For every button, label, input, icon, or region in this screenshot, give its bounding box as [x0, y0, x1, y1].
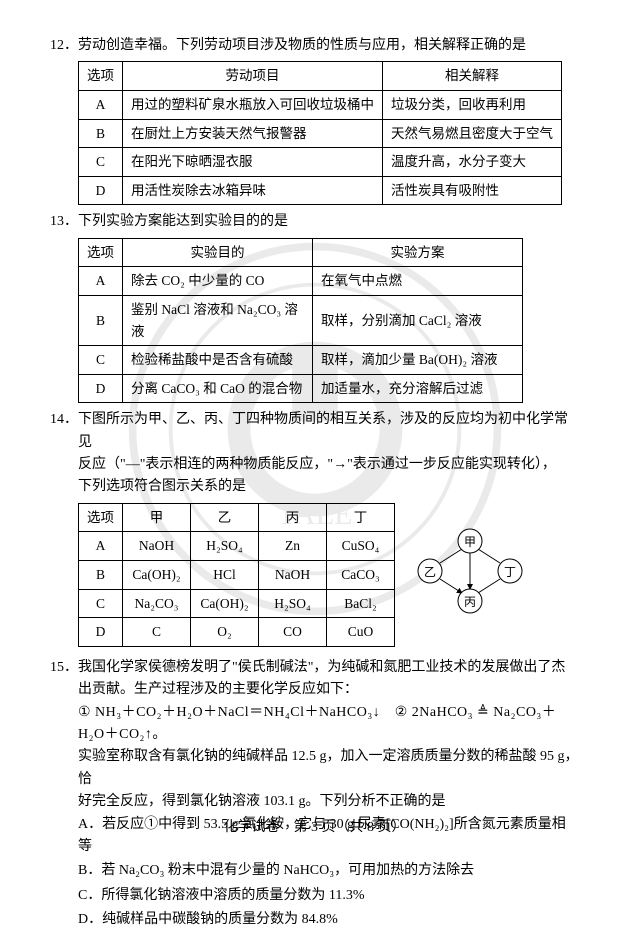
table-row: 加适量水，充分溶解后过滤 [313, 374, 523, 403]
table-row: NaOH [123, 532, 191, 561]
q15-text2b: 好完全反应，得到氯化钠溶液 103.1 g。下列分析不正确的是 [78, 791, 579, 813]
table-row: 在氧气中点燃 [313, 267, 523, 296]
question-14: 14． 下图所示为甲、乙、丙、丁四种物质间的相互关系，涉及的反应均为初中化学常见… [50, 409, 579, 651]
table-row: C [79, 346, 123, 375]
table-row: 用过的塑料矿泉水瓶放入可回收垃圾桶中 [123, 90, 383, 119]
table-row: 检验稀盐酸中是否含有硫酸 [123, 346, 313, 375]
table-row: CO [259, 618, 327, 647]
table-row: B [79, 119, 123, 148]
node-left: 乙 [424, 565, 436, 579]
q12-h1: 劳动项目 [123, 62, 383, 91]
node-right: 丁 [504, 565, 516, 579]
table-row: 鉴别 NaCl 溶液和 Na₂CO₃ 溶液 [123, 295, 313, 345]
q14-diagram: 甲 乙 丁 丙 [415, 521, 525, 629]
q15-number: 15． [50, 657, 78, 679]
q13-h2: 实验方案 [313, 238, 523, 267]
table-row: 除去 CO₂ 中少量的 CO [123, 267, 313, 296]
table-row: A [79, 267, 123, 296]
q14-text3: 下列选项符合图示关系的是 [78, 476, 579, 498]
table-row: Ca(OH)₂ [191, 589, 259, 618]
q13-text: 下列实验方案能达到实验目的的是 [78, 211, 579, 233]
table-row: 活性炭具有吸附性 [383, 176, 562, 205]
q12-text: 劳动创造幸福。下列劳动项目涉及物质的性质与应用，相关解释正确的是 [78, 35, 579, 57]
table-row: Zn [259, 532, 327, 561]
table-row: D [79, 176, 123, 205]
table-row: 在阳光下晾晒湿衣服 [123, 148, 383, 177]
table-row: D [79, 374, 123, 403]
q13-number: 13． [50, 211, 78, 233]
table-row: BaCl₂ [327, 589, 395, 618]
q14-number: 14． [50, 409, 78, 454]
table-row: B [79, 295, 123, 345]
node-top: 甲 [464, 535, 476, 549]
table-row: 天然气易燃且密度大于空气 [383, 119, 562, 148]
table-row: CuSO₄ [327, 532, 395, 561]
q14-h4: 丁 [327, 503, 395, 532]
q15-text1a: 我国化学家侯德榜发明了"侯氏制碱法"，为纯碱和氮肥工业技术的发展做出了杰 [78, 657, 579, 679]
table-row: O₂ [191, 618, 259, 647]
table-row: C [123, 618, 191, 647]
option-c: C．所得氯化钠溶液中溶质的质量分数为 11.3% [78, 885, 579, 907]
table-row: C [79, 589, 123, 618]
option-d: D．纯碱样品中碳酸钠的质量分数为 84.8% [78, 909, 579, 931]
table-row: 取样，分别滴加 CaCl₂ 溶液 [313, 295, 523, 345]
q14-text2: 反应（"—"表示相连的两种物质能反应，"→"表示通过一步反应能实现转化）， [78, 454, 579, 476]
q14-h2: 乙 [191, 503, 259, 532]
question-13: 13． 下列实验方案能达到实验目的的是 选项 实验目的 实验方案 A除去 CO₂… [50, 211, 579, 403]
q12-number: 12． [50, 35, 78, 57]
table-row: NaOH [259, 561, 327, 590]
q15-options: A．若反应①中得到 53.5 g 氯化铵，它与 30 g 尿素[CO(NH₂)₂… [78, 814, 579, 932]
q12-table: 选项 劳动项目 相关解释 A用过的塑料矿泉水瓶放入可回收垃圾桶中垃圾分类，回收再… [78, 61, 562, 205]
table-row: CaCO₃ [327, 561, 395, 590]
table-row: 分离 CaCO₃ 和 CaO 的混合物 [123, 374, 313, 403]
table-row: C [79, 148, 123, 177]
q14-table: 选项 甲 乙 丙 丁 ANaOHH₂SO₄ZnCuSO₄ BCa(OH)₂HCl… [78, 503, 395, 647]
q14-text1: 下图所示为甲、乙、丙、丁四种物质间的相互关系，涉及的反应均为初中化学常见 [78, 409, 579, 454]
table-row: D [79, 618, 123, 647]
table-row: 用活性炭除去冰箱异味 [123, 176, 383, 205]
table-row: Na₂CO₃ [123, 589, 191, 618]
q15-text1b: 出贡献。生产过程涉及的主要化学反应如下： [78, 679, 579, 701]
table-row: 在厨灶上方安装天然气报警器 [123, 119, 383, 148]
question-15: 15． 我国化学家侯德榜发明了"侯氏制碱法"，为纯碱和氮肥工业技术的发展做出了杰… [50, 657, 579, 932]
table-row: H₂SO₄ [191, 532, 259, 561]
q13-h0: 选项 [79, 238, 123, 267]
q13-h1: 实验目的 [123, 238, 313, 267]
question-12: 12． 劳动创造幸福。下列劳动项目涉及物质的性质与应用，相关解释正确的是 选项 … [50, 35, 579, 205]
table-row: 取样，滴加少量 Ba(OH)₂ 溶液 [313, 346, 523, 375]
q15-text2a: 实验室称取含有氯化钠的纯碱样品 12.5 g，加入一定溶质质量分数的稀盐酸 95… [78, 746, 579, 791]
table-row: A [79, 90, 123, 119]
table-row: B [79, 561, 123, 590]
table-row: H₂SO₄ [259, 589, 327, 618]
table-row: HCl [191, 561, 259, 590]
q14-h1: 甲 [123, 503, 191, 532]
q14-h3: 丙 [259, 503, 327, 532]
table-row: 垃圾分类，回收再利用 [383, 90, 562, 119]
table-row: Ca(OH)₂ [123, 561, 191, 590]
table-row: CuO [327, 618, 395, 647]
q15-equation: ① NH₃＋CO₂＋H₂O＋NaCl＝NH₄Cl＋NaHCO₃↓ ② 2NaHC… [78, 702, 579, 747]
q14-h0: 选项 [79, 503, 123, 532]
q12-h2: 相关解释 [383, 62, 562, 91]
q13-table: 选项 实验目的 实验方案 A除去 CO₂ 中少量的 CO在氧气中点燃 B鉴别 N… [78, 238, 523, 404]
table-row: A [79, 532, 123, 561]
option-a: A．若反应①中得到 53.5 g 氯化铵，它与 30 g 尿素[CO(NH₂)₂… [78, 814, 579, 859]
node-bottom: 丙 [464, 595, 476, 609]
q12-h0: 选项 [79, 62, 123, 91]
option-b: B．若 Na₂CO₃ 粉末中混有少量的 NaHCO₃，可用加热的方法除去 [78, 860, 579, 882]
table-row: 温度升高，水分子变大 [383, 148, 562, 177]
